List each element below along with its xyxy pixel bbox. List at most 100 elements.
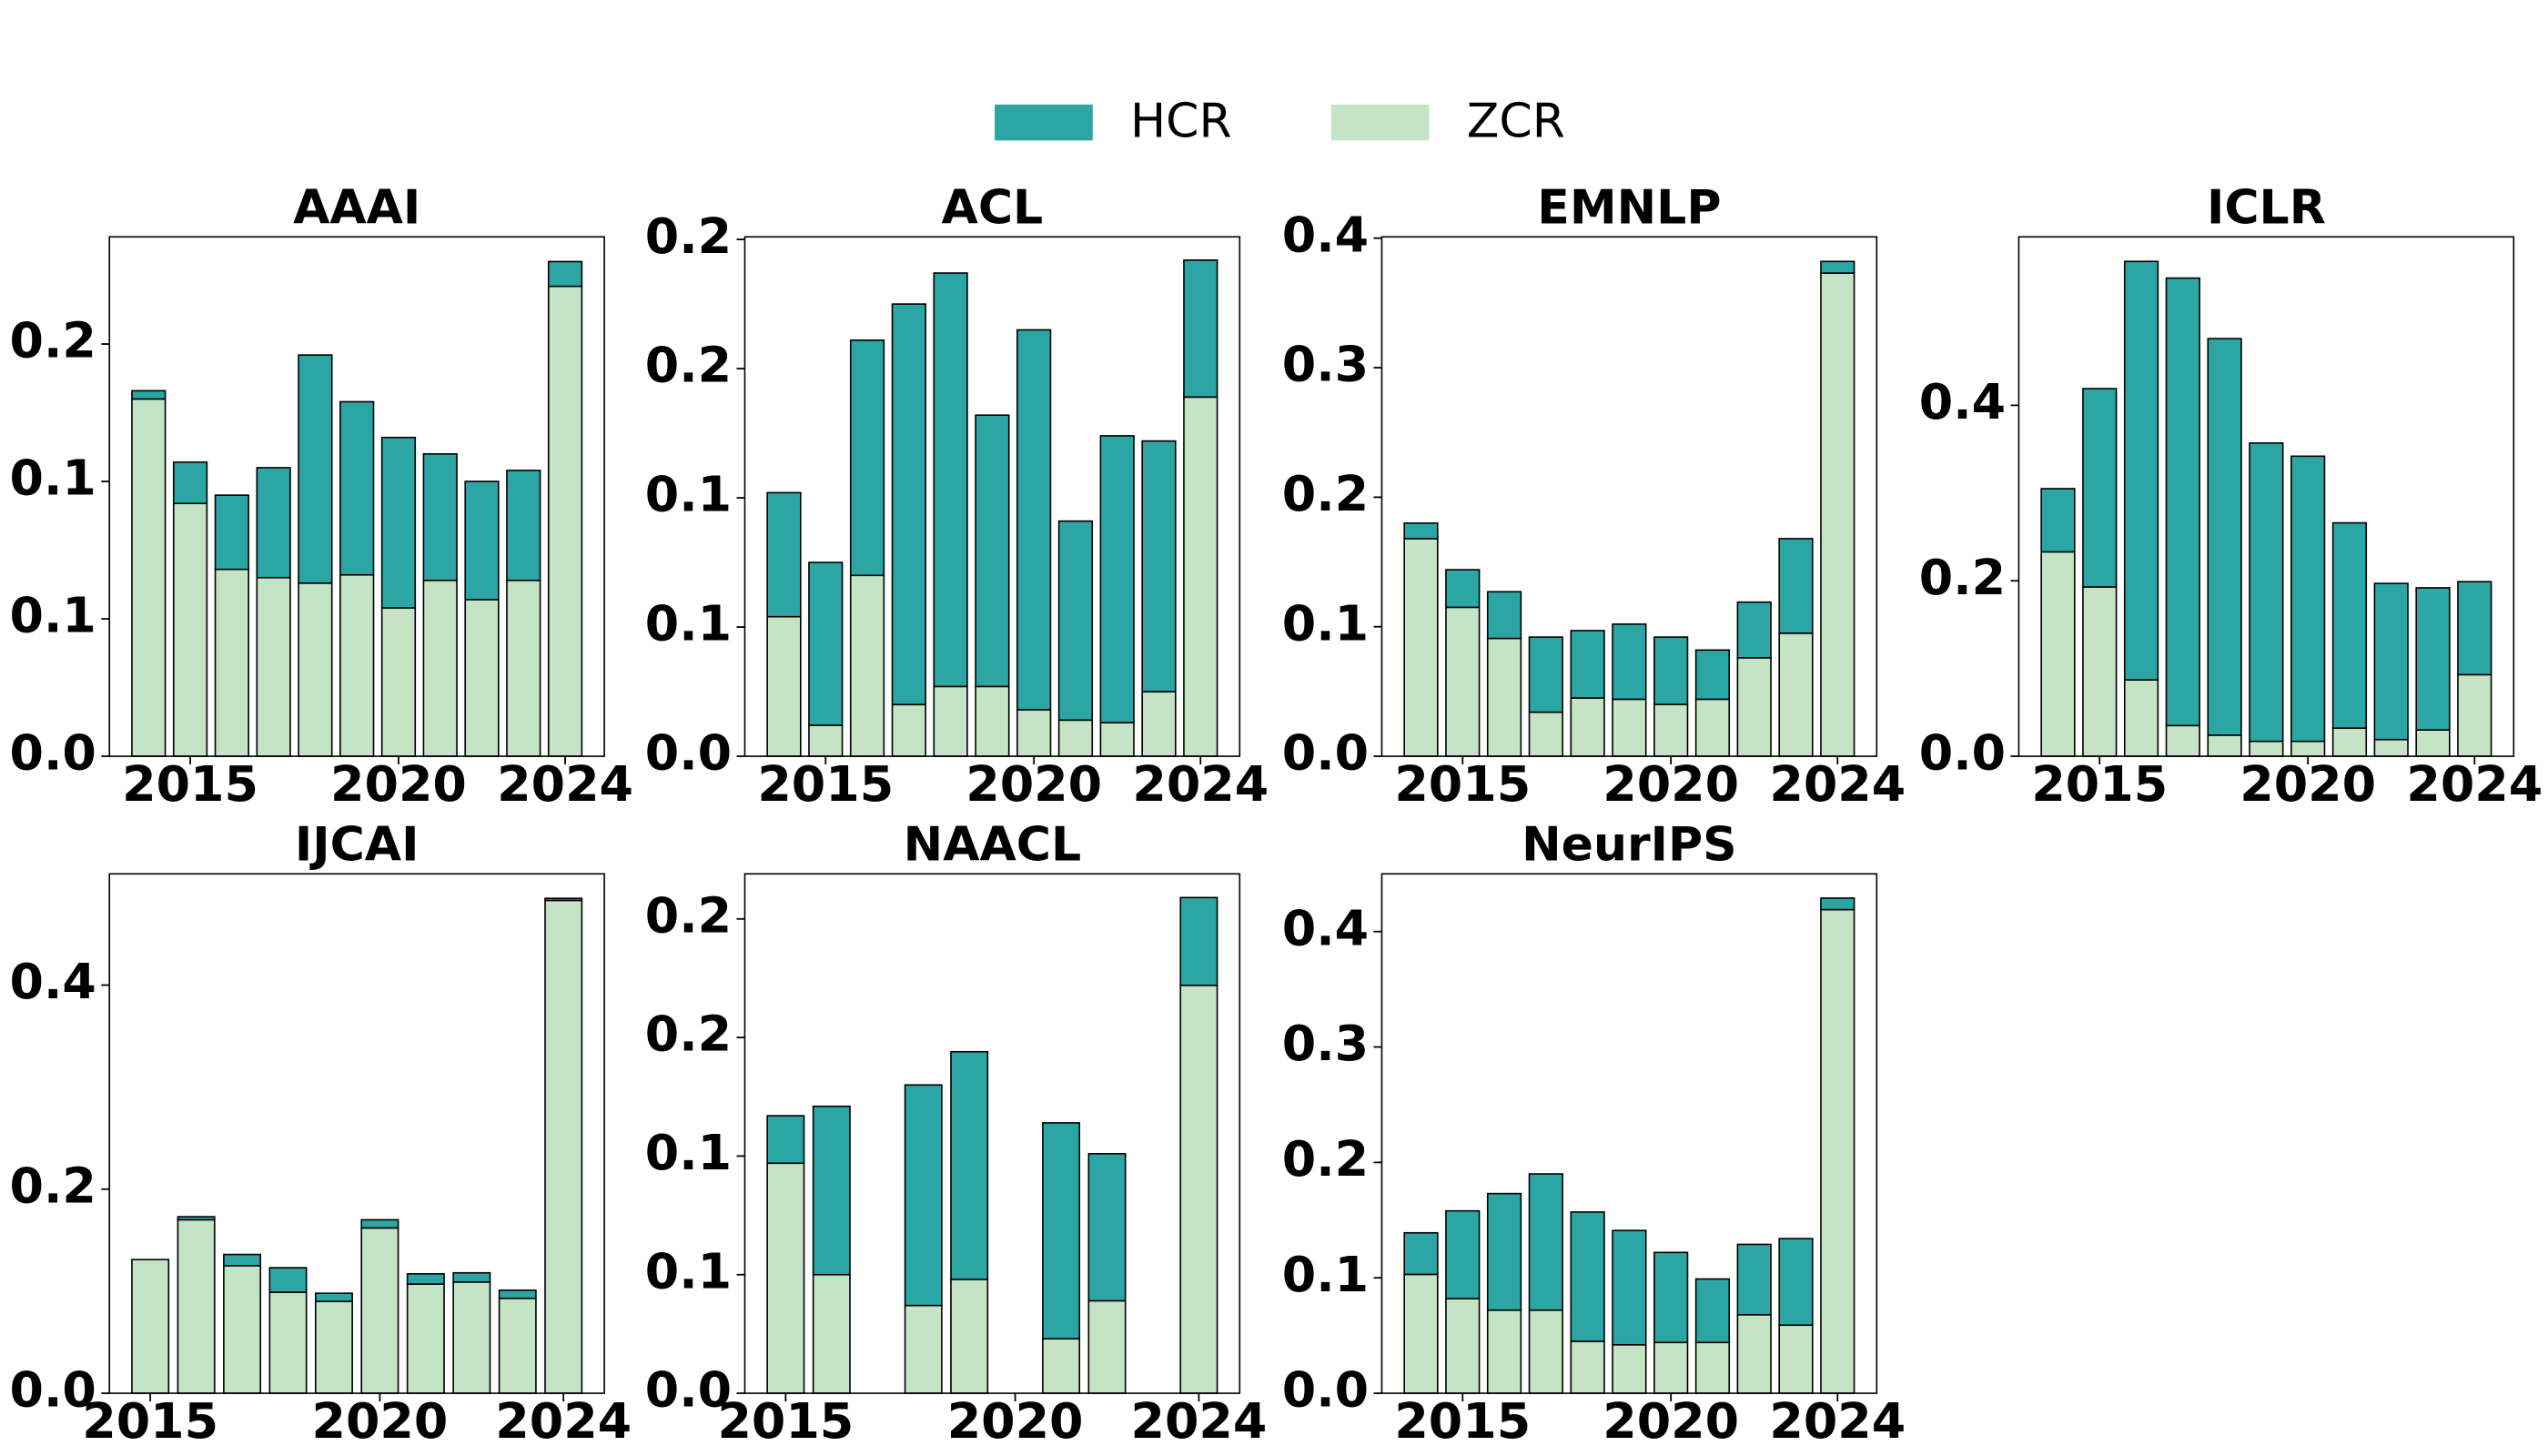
x-tick-label: 2015 — [2031, 755, 2168, 813]
axes-frame — [108, 873, 605, 1394]
y-tick-label: 0.0 — [645, 1361, 732, 1419]
bar-segment — [1778, 632, 1814, 757]
bar-segment — [1099, 435, 1135, 723]
y-tick-label: 0.4 — [1282, 206, 1369, 263]
bar-segment — [2082, 586, 2118, 757]
bar-segment — [1653, 703, 1689, 757]
y-tick-label: 0.1 — [1282, 594, 1369, 652]
bar-segment — [1445, 1298, 1481, 1394]
bar-segment — [808, 561, 844, 726]
x-tick-label: 2020 — [947, 1392, 1084, 1450]
subplot-title: ACL — [942, 181, 1044, 236]
bar-segment — [464, 480, 500, 601]
bar-segment — [1057, 719, 1094, 757]
bar-segment — [1087, 1153, 1127, 1302]
bar-segment — [1042, 1122, 1081, 1340]
bar-segment — [1445, 606, 1481, 757]
bar-segment — [464, 599, 500, 757]
x-tick-label: 2024 — [1769, 755, 1906, 813]
x-tick-label: 2015 — [1394, 1392, 1531, 1450]
bar-segment — [904, 1304, 943, 1394]
bar-segment — [1570, 1340, 1605, 1394]
x-tick-label: 2020 — [1603, 755, 1739, 813]
subplot-title: EMNLP — [1537, 181, 1721, 236]
bar-segment — [1570, 630, 1605, 699]
y-tick-label: 0.2 — [645, 1006, 732, 1063]
y-tick-label: 0.4 — [10, 953, 96, 1010]
bar-segment — [2207, 734, 2242, 757]
legend-label: ZCR — [1467, 94, 1565, 148]
bar-segment — [1570, 697, 1605, 757]
bar-segment — [766, 1162, 805, 1394]
bar-segment — [131, 1259, 170, 1394]
x-tick-label: 2015 — [717, 1392, 854, 1450]
axes-frame — [743, 236, 1241, 757]
bar-segment — [766, 615, 802, 757]
y-tick-label: 0.2 — [10, 1157, 96, 1214]
subplot-title: ICLR — [2207, 181, 2326, 236]
subplot-title: NAACL — [904, 818, 1081, 873]
bar-segment — [1179, 984, 1218, 1394]
x-tick-label: 2020 — [1603, 1392, 1739, 1450]
x-tick-label: 2024 — [2406, 755, 2543, 813]
y-tick-label: 0.2 — [1282, 465, 1369, 522]
bar-segment — [2457, 673, 2492, 757]
x-tick-label: 2015 — [82, 1392, 218, 1450]
y-tick-label: 0.0 — [645, 724, 732, 782]
bar-segment — [339, 573, 375, 757]
bar-segment — [298, 581, 333, 757]
bar-segment — [2331, 521, 2368, 730]
bar-segment — [1694, 1341, 1731, 1394]
bar-segment — [2040, 488, 2076, 553]
bar-segment — [812, 1273, 851, 1394]
bar-segment — [498, 1289, 537, 1299]
bar-segment — [214, 494, 249, 571]
bar-segment — [544, 899, 583, 1394]
bar-segment — [256, 576, 291, 757]
y-tick-label: 0.1 — [645, 595, 732, 652]
bar-segment — [1612, 698, 1647, 757]
bar-segment — [891, 303, 926, 706]
bar-segment — [1778, 1238, 1814, 1327]
bar-segment — [223, 1265, 262, 1394]
bar-segment — [256, 467, 291, 579]
bar-segment — [849, 574, 885, 757]
subplot-title: AAAI — [293, 181, 420, 236]
bar-segment — [1653, 1341, 1689, 1394]
x-tick-label: 2024 — [497, 755, 633, 813]
bar-segment — [1612, 1343, 1647, 1394]
bar-segment — [1486, 1309, 1522, 1394]
bar-segment — [975, 414, 1010, 688]
bar-segment — [2415, 729, 2451, 757]
bar-segment — [1778, 538, 1814, 634]
bar-segment — [214, 568, 249, 757]
bar-segment — [1612, 623, 1647, 701]
bar-segment — [1736, 1313, 1772, 1394]
x-tick-label: 2020 — [2240, 755, 2376, 813]
x-tick-label: 2020 — [330, 755, 467, 813]
y-tick-label: 0.2 — [1282, 1130, 1369, 1188]
axes-frame — [743, 873, 1241, 1394]
bar-segment — [2290, 455, 2326, 743]
bar-segment — [1445, 1209, 1481, 1299]
legend-swatch — [995, 104, 1093, 141]
legend-label: HCR — [1130, 94, 1232, 148]
axes-frame — [1380, 873, 1878, 1394]
y-tick-label: 0.1 — [1282, 1246, 1369, 1303]
bar-segment — [1528, 711, 1563, 757]
bar-segment — [891, 703, 926, 757]
bar-segment — [1528, 636, 1563, 713]
x-tick-label: 2024 — [1132, 755, 1269, 813]
bar-segment — [177, 1218, 216, 1394]
bar-segment — [2207, 338, 2242, 736]
bar-segment — [131, 389, 167, 400]
y-tick-label: 0.2 — [645, 337, 732, 394]
y-tick-label: 0.4 — [1282, 899, 1369, 956]
y-tick-label: 0.1 — [645, 466, 732, 523]
bar-segment — [422, 579, 458, 757]
x-tick-label: 2024 — [495, 1392, 632, 1450]
bar-segment — [1820, 897, 1855, 911]
bar-segment — [766, 1115, 805, 1165]
legend-swatch — [1330, 104, 1430, 141]
bar-segment — [1528, 1309, 1563, 1394]
